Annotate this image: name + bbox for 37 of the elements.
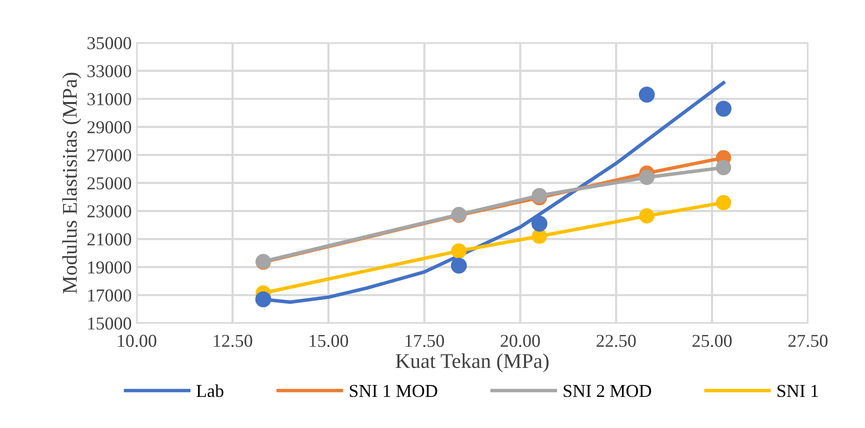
x-tick-label: 25.00 [692, 334, 732, 348]
point [255, 291, 272, 308]
x-axis-title: Kuat Tekan (MPa) [396, 353, 549, 372]
x-tick-label: 15.00 [310, 334, 348, 348]
y-tick-label: 21000 [87, 233, 132, 246]
legend-label: SNI 1 MOD [350, 384, 438, 398]
legend-label: SNI 1 [778, 384, 818, 398]
point [638, 86, 655, 103]
point [451, 243, 467, 259]
x-tick-label: 22.50 [596, 334, 636, 348]
y-tick-label: 19000 [88, 261, 132, 274]
y-tick-label: 33000 [88, 65, 132, 78]
y-tick-label: 29000 [87, 121, 132, 134]
x-tick-label: 20.00 [500, 334, 540, 348]
x-tick-label: 27.50 [788, 334, 828, 348]
y-axis-title: Modulus Elastisitas (MPa) [62, 72, 82, 294]
point [716, 100, 732, 117]
point [532, 188, 548, 204]
y-tick-label: 15000 [88, 317, 132, 330]
x-tick-label: 10.00 [118, 334, 156, 348]
point [531, 216, 548, 232]
point [716, 160, 732, 176]
y-tick-label: 25000 [87, 177, 132, 190]
point [716, 194, 732, 210]
y-tick-label: 35000 [88, 37, 132, 50]
legend-label: SNI 2 MOD [564, 384, 652, 398]
point [639, 170, 654, 186]
y-tick-label: 23000 [87, 205, 132, 218]
legend-label: Lab [196, 384, 224, 398]
y-tick-label: 17000 [88, 289, 132, 302]
y-tick-label: 27000 [87, 149, 132, 162]
point [532, 228, 548, 244]
x-tick-label: 12.50 [214, 334, 252, 348]
point [639, 208, 654, 224]
x-tick-label: 17.50 [406, 334, 444, 348]
point [450, 258, 467, 274]
y-tick-label: 31000 [88, 93, 132, 106]
